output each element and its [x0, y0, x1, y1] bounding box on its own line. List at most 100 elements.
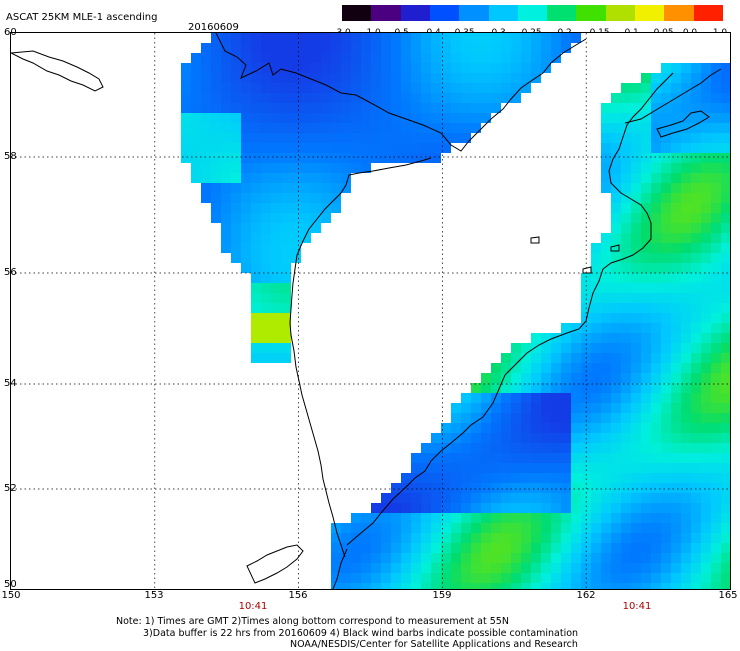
wind-cell [721, 303, 730, 313]
wind-cell [631, 163, 641, 173]
wind-cell [711, 93, 721, 103]
wind-cell [331, 183, 341, 193]
wind-cell [271, 33, 281, 43]
wind-cell [561, 583, 571, 589]
wind-cell [721, 273, 730, 283]
wind-cell [621, 323, 631, 333]
wind-cell [681, 493, 691, 503]
wind-cell [341, 143, 351, 153]
wind-cell [701, 193, 711, 203]
wind-cell [221, 193, 231, 203]
wind-cell [261, 83, 271, 93]
wind-cell [711, 123, 721, 133]
wind-cell [721, 283, 730, 293]
wind-cell [631, 483, 641, 493]
wind-cell [631, 503, 641, 513]
wind-cell [621, 563, 631, 573]
wind-cell [551, 333, 561, 343]
wind-cell [511, 73, 521, 83]
wind-cell [671, 363, 681, 373]
wind-cell [481, 533, 491, 543]
wind-cell [251, 83, 261, 93]
wind-cell [701, 283, 711, 293]
wind-cell [541, 363, 551, 373]
wind-cell [391, 563, 401, 573]
wind-cell [581, 273, 591, 283]
wind-cell [691, 123, 701, 133]
wind-cell [671, 83, 681, 93]
wind-cell [721, 143, 730, 153]
wind-cell [211, 63, 221, 73]
wind-cell [721, 73, 730, 83]
wind-cell [261, 283, 271, 293]
wind-cell [621, 303, 631, 313]
wind-cell [441, 513, 451, 523]
wind-cell [331, 73, 341, 83]
wind-cell [681, 283, 691, 293]
wind-cell [621, 213, 631, 223]
wind-cell [381, 563, 391, 573]
wind-cell [591, 253, 601, 263]
wind-cell [381, 153, 391, 163]
wind-cell [661, 243, 671, 253]
wind-cell [631, 313, 641, 323]
wind-cell [281, 253, 291, 263]
wind-cell [721, 403, 730, 413]
wind-cell [261, 123, 271, 133]
wind-cell [361, 33, 371, 43]
wind-cell [291, 123, 301, 133]
color-swatch [664, 5, 695, 21]
wind-cell [551, 483, 561, 493]
wind-cell [571, 403, 581, 413]
wind-cell [431, 63, 441, 73]
wind-cell [281, 73, 291, 83]
wind-cell [271, 93, 281, 103]
wind-cell [611, 143, 621, 153]
wind-cell [311, 143, 321, 153]
wind-cell [271, 333, 281, 343]
wind-cell [521, 533, 531, 543]
wind-cell [671, 483, 681, 493]
wind-cell [431, 143, 441, 153]
wind-cell [611, 273, 621, 283]
wind-cell [551, 583, 561, 589]
wind-cell [491, 63, 501, 73]
wind-cell [331, 123, 341, 133]
wind-cell [471, 463, 481, 473]
wind-cell [481, 43, 491, 53]
wind-cell [311, 213, 321, 223]
wind-cell [621, 553, 631, 563]
wind-cell [691, 233, 701, 243]
wind-cell [461, 83, 471, 93]
wind-cell [501, 383, 511, 393]
wind-cell [561, 503, 571, 513]
wind-cell [261, 43, 271, 53]
wind-cell [271, 313, 281, 323]
wind-cell [661, 323, 671, 333]
wind-cell [511, 373, 521, 383]
wind-cell [711, 583, 721, 589]
wind-cell [471, 53, 481, 63]
wind-cell [271, 103, 281, 113]
map-canvas [11, 33, 730, 589]
wind-cell [601, 563, 611, 573]
wind-cell [511, 533, 521, 543]
wind-cell [371, 143, 381, 153]
wind-cell [701, 393, 711, 403]
wind-cell [301, 73, 311, 83]
wind-cell [691, 303, 701, 313]
wind-cell [471, 533, 481, 543]
wind-cell [571, 583, 581, 589]
wind-cell [691, 563, 701, 573]
wind-cell [461, 43, 471, 53]
wind-cell [571, 353, 581, 363]
wind-cell [501, 463, 511, 473]
wind-cell [641, 433, 651, 443]
wind-cell [521, 523, 531, 533]
wind-cell [521, 473, 531, 483]
wind-cell [421, 153, 431, 163]
wind-cell [711, 293, 721, 303]
wind-cell [501, 353, 511, 363]
wind-cell [401, 43, 411, 53]
wind-cell [421, 63, 431, 73]
